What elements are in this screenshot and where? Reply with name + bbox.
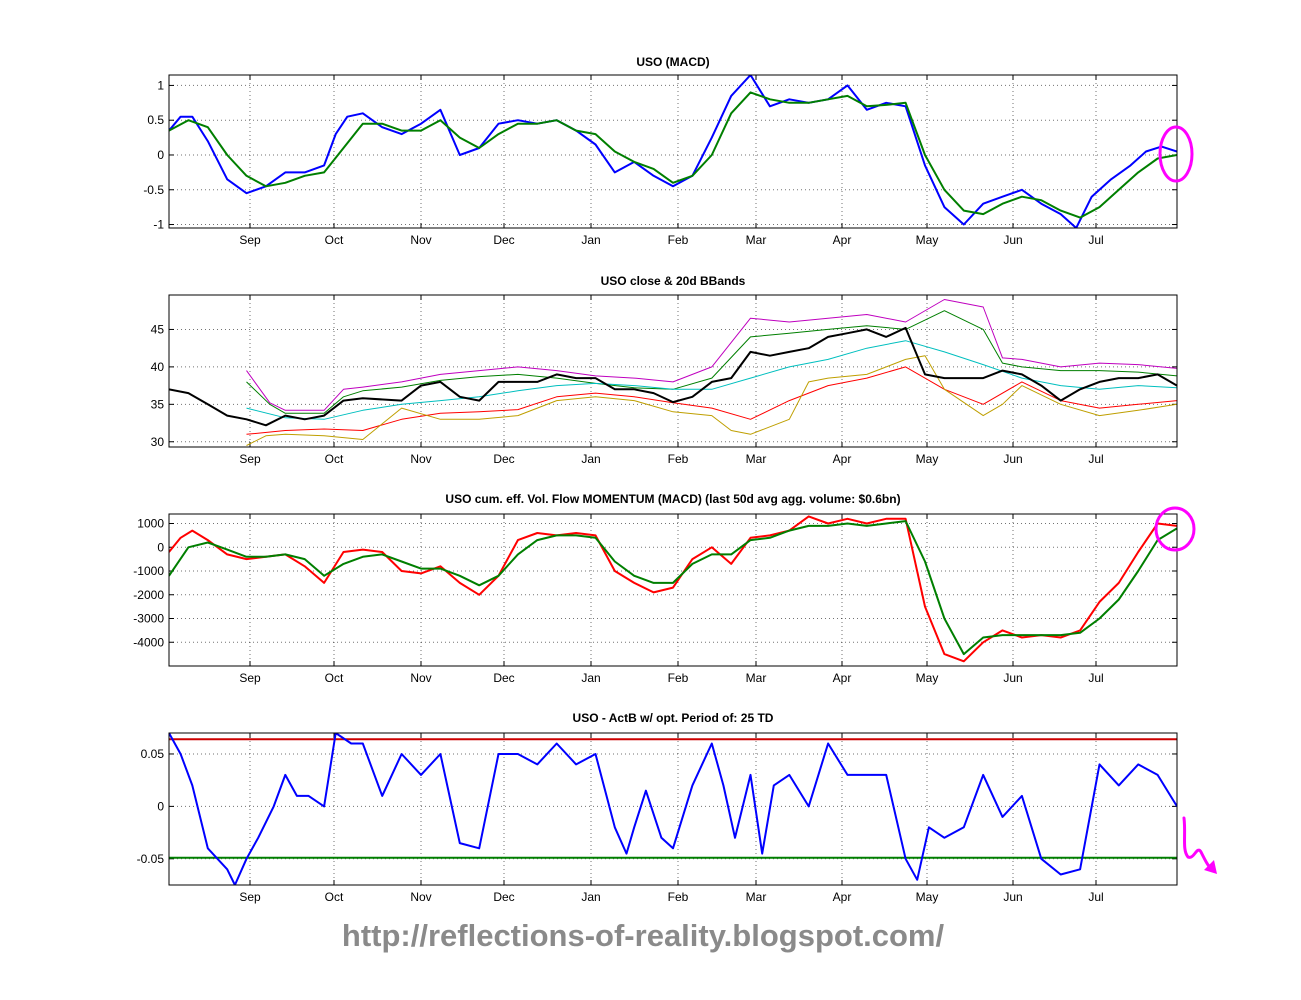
series-line-0 <box>246 299 1177 411</box>
x-tick-label: Jan <box>581 671 600 685</box>
x-tick-label: May <box>916 233 939 247</box>
down-arrow-squiggle <box>1182 816 1214 872</box>
x-tick-label: Feb <box>668 452 689 466</box>
series-line-2 <box>246 340 1177 420</box>
y-tick-label: -4000 <box>133 635 164 649</box>
y-tick-label: 0.05 <box>141 747 165 761</box>
x-tick-label: Dec <box>493 452 514 466</box>
volume-flow-panel: USO cum. eff. Vol. Flow MOMENTUM (MACD) … <box>133 492 1178 685</box>
arrow-head-icon <box>1204 860 1217 874</box>
x-tick-label: Jun <box>1003 890 1022 904</box>
series-line-1 <box>169 520 1177 656</box>
axes-frame <box>168 294 1178 448</box>
series-line-0 <box>169 733 1177 885</box>
x-tick-label: Oct <box>325 671 344 685</box>
bbands-panel-title: USO close & 20d BBands <box>601 274 746 288</box>
x-tick-label: Jul <box>1088 452 1103 466</box>
y-tick-label: -1 <box>153 218 164 232</box>
x-tick-label: Feb <box>668 671 689 685</box>
series-line-1 <box>169 91 1177 219</box>
y-tick-label: 0 <box>157 148 164 162</box>
plot-area <box>169 733 1177 885</box>
x-tick-label: May <box>916 890 939 904</box>
y-tick-label: 1000 <box>137 517 164 531</box>
actb-panel: USO - ActB w/ opt. Period of: 25 TD Sep O… <box>137 711 1178 904</box>
y-tick-label: 0.5 <box>147 113 164 127</box>
x-tick-label: Oct <box>325 890 344 904</box>
y-tick-label: -3000 <box>133 612 164 626</box>
y-tick-label: 35 <box>151 397 165 411</box>
x-tick-label: Sep <box>239 233 261 247</box>
y-tick-label: 40 <box>151 360 165 374</box>
x-tick-label: Jun <box>1003 233 1022 247</box>
x-tick-label: May <box>916 671 939 685</box>
highlight-ellipse-volume <box>1154 506 1196 552</box>
bbands-panel: USO close & 20d BBands Sep Oct Nov Dec Jan Fe… <box>151 274 1178 466</box>
plot-area <box>169 299 1177 446</box>
x-tick-label: Sep <box>239 671 261 685</box>
x-tick-label: Jul <box>1088 890 1103 904</box>
x-tick-label: Jan <box>581 890 600 904</box>
x-tick-label: Dec <box>493 890 514 904</box>
macd-panel: USO (MACD) Sep Oct Nov Dec Jan Feb Mar Apr May Ju… <box>143 55 1178 247</box>
x-tick-label: Apr <box>833 233 852 247</box>
y-tick-label: -0.05 <box>137 852 165 866</box>
x-tick-label: Nov <box>410 233 431 247</box>
x-tick-label: Nov <box>410 671 431 685</box>
x-tick-label: Feb <box>668 890 689 904</box>
x-tick-label: Apr <box>833 452 852 466</box>
x-tick-label: Jan <box>581 452 600 466</box>
x-tick-label: Nov <box>410 890 431 904</box>
volume-flow-panel-title: USO cum. eff. Vol. Flow MOMENTUM (MACD) … <box>445 492 900 506</box>
series-line-0 <box>169 515 1177 663</box>
series-line-0 <box>169 75 1177 228</box>
series-line-5 <box>169 326 1177 427</box>
x-tick-label: Dec <box>493 671 514 685</box>
x-tick-label: Feb <box>668 233 689 247</box>
axes-frame <box>168 74 1178 229</box>
axes-frame <box>168 513 1178 667</box>
x-tick-label: Mar <box>746 452 767 466</box>
y-tick-label: 30 <box>151 435 165 449</box>
footer-url: http://reflections-of-reality.blogspot.c… <box>342 918 945 953</box>
x-tick-label: Jul <box>1088 233 1103 247</box>
x-tick-label: Nov <box>410 452 431 466</box>
annotations <box>1154 125 1217 874</box>
x-tick-label: Jun <box>1003 452 1022 466</box>
series-line-3 <box>246 366 1177 435</box>
y-tick-label: 45 <box>151 322 165 336</box>
macd-panel-title: USO (MACD) <box>636 55 709 69</box>
y-tick-label: -0.5 <box>143 183 164 197</box>
x-tick-label: Apr <box>833 671 852 685</box>
y-tick-label: -1000 <box>133 564 164 578</box>
x-tick-label: Jan <box>581 233 600 247</box>
series-line-4 <box>246 355 1177 446</box>
plot-area <box>169 515 1177 663</box>
x-tick-label: May <box>916 452 939 466</box>
x-tick-label: Mar <box>746 890 767 904</box>
y-tick-label: 1 <box>157 78 164 92</box>
y-tick-label: 0 <box>157 540 164 554</box>
actb-panel-title: USO - ActB w/ opt. Period of: 25 TD <box>573 711 774 725</box>
y-tick-label: 0 <box>157 799 164 813</box>
x-tick-label: Oct <box>325 233 344 247</box>
series-line-1 <box>246 310 1177 414</box>
x-tick-label: Apr <box>833 890 852 904</box>
x-tick-label: Mar <box>746 233 767 247</box>
x-tick-label: Oct <box>325 452 344 466</box>
x-tick-label: Jul <box>1088 671 1103 685</box>
x-tick-label: Mar <box>746 671 767 685</box>
plot-area <box>169 75 1177 228</box>
y-tick-label: -2000 <box>133 588 164 602</box>
highlight-ellipse-macd <box>1158 125 1194 183</box>
x-tick-label: Sep <box>239 452 261 466</box>
axes-frame <box>168 732 1178 886</box>
x-tick-label: Jun <box>1003 671 1022 685</box>
x-tick-label: Dec <box>493 233 514 247</box>
x-tick-label: Sep <box>239 890 261 904</box>
